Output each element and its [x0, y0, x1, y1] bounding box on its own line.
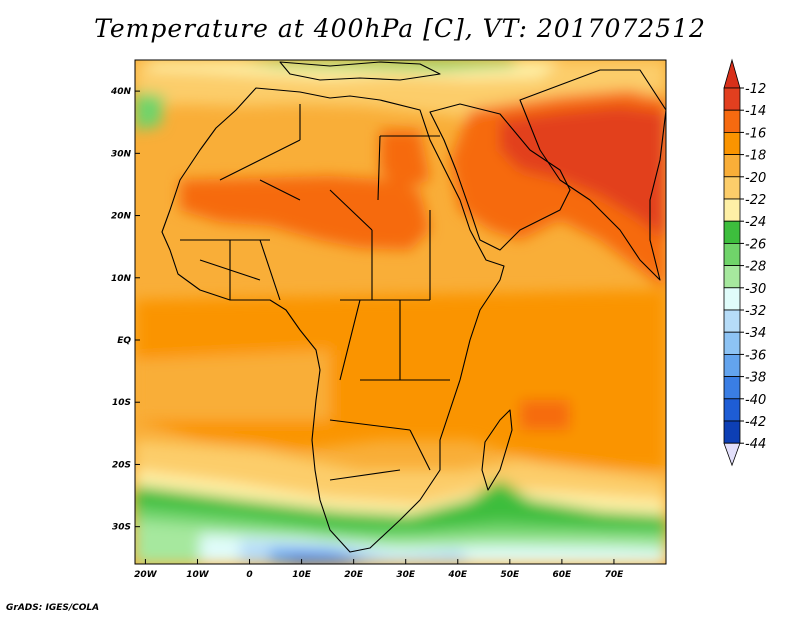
- lat-tick-label: 20N: [111, 212, 132, 222]
- lat-tick-label: 10S: [112, 398, 131, 408]
- colorbar-segment: [723, 176, 741, 200]
- lat-tick-label: 20S: [112, 460, 131, 470]
- lat-tick-label: EQ: [117, 336, 131, 346]
- colorbar-segment: [723, 265, 741, 289]
- colorbar-label: -38: [745, 371, 766, 386]
- colorbar-label: -42: [745, 415, 766, 430]
- colorbar-segment: [723, 331, 741, 355]
- colorbar-segment: [723, 376, 741, 400]
- colorbar-top-arrow: [723, 58, 741, 89]
- colorbar-segment: [723, 242, 741, 266]
- colorbar-label: -12: [745, 82, 766, 97]
- colorbar-label: -22: [745, 193, 766, 208]
- lon-tick-label: 20W: [134, 570, 158, 580]
- map-frame: [134, 59, 667, 565]
- lon-tick-label: 20E: [344, 570, 364, 580]
- colorbar-segment: [723, 87, 741, 111]
- lon-tick-label: 30E: [396, 570, 416, 580]
- colorbar-segment: [723, 109, 741, 133]
- colorbar-label: -18: [745, 149, 766, 164]
- colorbar-segment: [723, 131, 741, 155]
- lon-tick-label: 40E: [447, 570, 468, 580]
- lat-tick-label: 30S: [112, 523, 131, 533]
- lon-tick-label: 10W: [186, 570, 210, 580]
- colorbar-label: -32: [745, 304, 766, 319]
- colorbar-label: -24: [745, 215, 766, 230]
- lon-tick-label: 0: [246, 570, 252, 580]
- colorbar-segment: [723, 220, 741, 244]
- colorbar-label: -20: [745, 171, 766, 186]
- colorbar-label: -16: [745, 126, 766, 141]
- coastline-outlines: [161, 61, 666, 553]
- temperature-field: [135, 60, 666, 564]
- lat-tick-label: 40N: [110, 87, 132, 97]
- colorbar-segment: [723, 353, 741, 377]
- colorbar-label: -14: [745, 104, 766, 119]
- colorbar-bottom-arrow: [723, 442, 741, 467]
- colorbar-label: -44: [745, 437, 766, 452]
- lat-tick-label: 10N: [111, 274, 132, 284]
- lon-tick-label: 10E: [292, 570, 312, 580]
- lat-tick-label: 30N: [111, 149, 132, 159]
- colorbar-segment: [723, 398, 741, 422]
- colorbar-segment: [723, 198, 741, 222]
- lon-tick-label: 60E: [553, 570, 573, 580]
- lon-tick-label: 50E: [500, 570, 520, 580]
- colorbar-label: -34: [745, 326, 766, 341]
- colorbar-segment: [723, 154, 741, 178]
- lon-tick-label: 70E: [605, 570, 625, 580]
- grads-credit: GrADS: IGES/COLA: [6, 603, 100, 613]
- colorbar-label: -36: [745, 348, 766, 363]
- map-title: Temperature at 400hPa [C], VT: 201707251…: [94, 14, 706, 43]
- colorbar-segment: [723, 420, 741, 444]
- colorbar-segment: [723, 287, 741, 311]
- colorbar-segment: [723, 309, 741, 333]
- colorbar-label: -30: [745, 282, 766, 297]
- colorbar-label: -28: [745, 260, 766, 275]
- colorbar-label: -26: [745, 237, 766, 252]
- colorbar-label: -40: [745, 393, 766, 408]
